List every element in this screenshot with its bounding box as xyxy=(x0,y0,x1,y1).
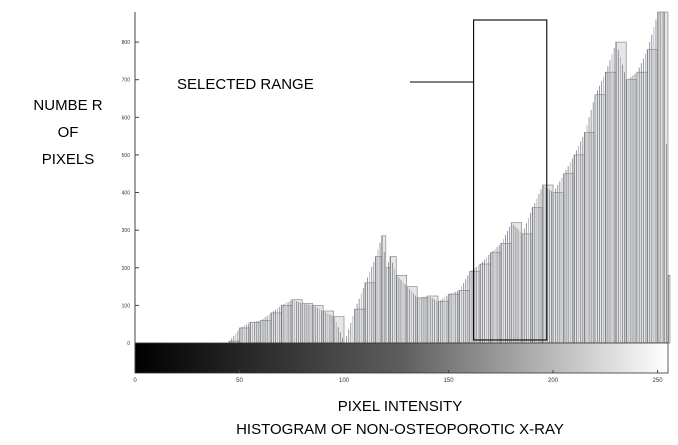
y-tick-label: 700 xyxy=(122,78,131,84)
y-tick-label: 0 xyxy=(127,341,130,347)
x-tick-label: 200 xyxy=(548,378,559,384)
y-axis-label-line-3: PIXELS xyxy=(41,151,95,168)
y-tick-label: 600 xyxy=(122,115,131,121)
selected-range-label: SELECTED RANGE xyxy=(177,76,314,93)
y-axis-label: NUMBE R OF PIXELS xyxy=(8,92,128,173)
x-tick-label: 150 xyxy=(444,378,455,384)
selected-range-box xyxy=(473,19,548,341)
x-axis-label: PIXEL INTENSITY xyxy=(337,398,463,415)
intensity-gradient-bar xyxy=(134,342,669,374)
x-tick-label: 50 xyxy=(236,378,243,384)
y-axis-label-line-1: NUMBE R xyxy=(33,97,103,114)
histogram-bar xyxy=(667,274,671,344)
x-tick-label: 100 xyxy=(339,378,350,384)
y-tick-label: 800 xyxy=(122,40,131,46)
y-tick-label: 100 xyxy=(122,303,131,309)
y-tick-label: 300 xyxy=(122,228,131,234)
x-axis-caption: PIXEL INTENSITY HISTOGRAM OF NON-OSTEOPO… xyxy=(130,395,670,441)
chart-title: HISTOGRAM OF NON-OSTEOPOROTIC X-RAY xyxy=(236,421,564,438)
y-tick-label: 400 xyxy=(122,191,131,197)
y-tick-label: 500 xyxy=(122,153,131,159)
x-tick-label: 250 xyxy=(653,378,664,384)
y-tick-label: 200 xyxy=(122,266,131,272)
x-tick-label: 0 xyxy=(133,378,137,384)
y-axis-label-line-2: OF xyxy=(57,124,79,141)
